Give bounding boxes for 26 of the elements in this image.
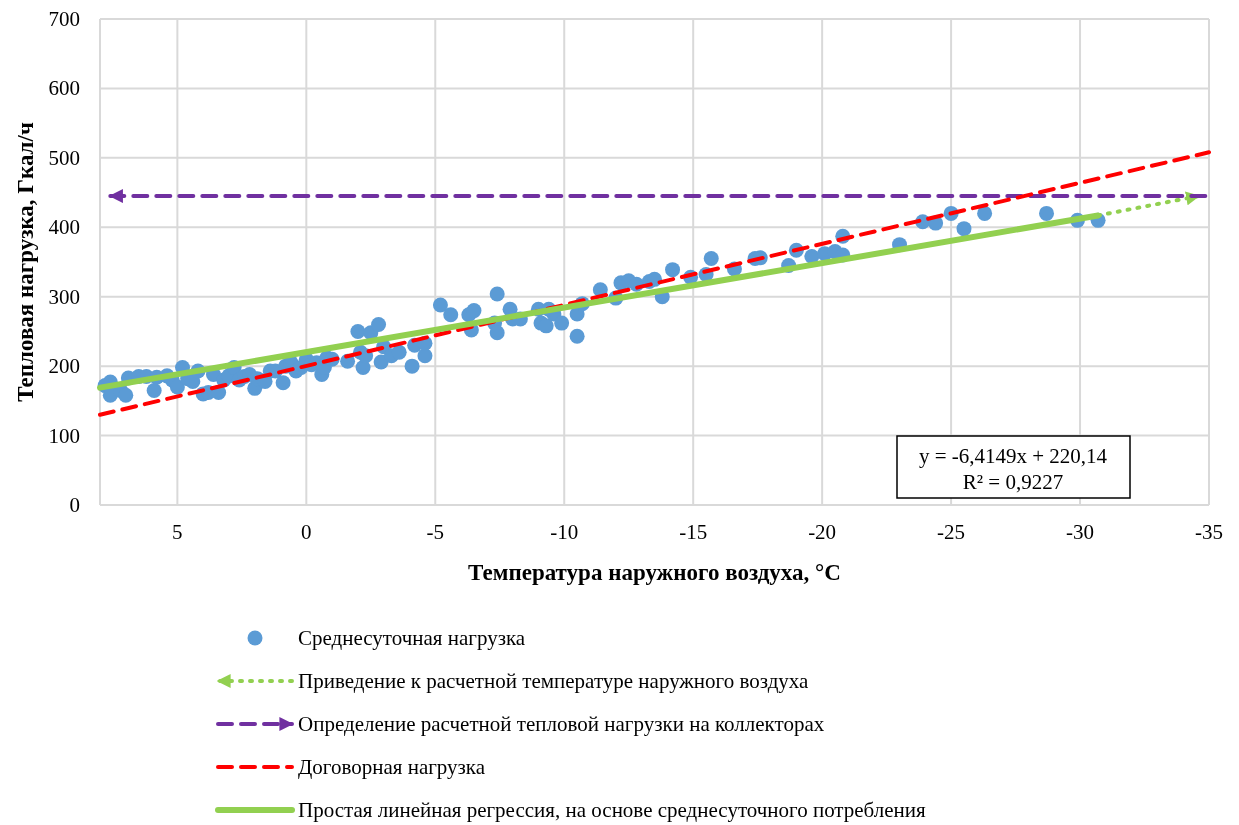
x-tick-label: -10 — [550, 520, 579, 544]
x-tick-label: -15 — [679, 520, 708, 544]
x-tick-label: -20 — [808, 520, 837, 544]
legend-label: Среднесуточная нагрузка — [298, 626, 526, 650]
y-tick-label: 500 — [48, 145, 80, 170]
y-axis-title: Тепловая нагрузка, Гкал/ч — [13, 122, 38, 402]
x-tick-label: 0 — [301, 520, 312, 544]
y-tick-label: 400 — [48, 215, 80, 240]
y-tick-label: 700 — [48, 7, 80, 31]
y-tick-label: 200 — [48, 354, 80, 379]
y-tick-label: 100 — [48, 423, 80, 448]
y-tick-label: 300 — [48, 284, 80, 309]
x-tick-label: 5 — [172, 520, 183, 544]
legend-label: Приведение к расчетной температуре наружного воздуха — [298, 669, 810, 693]
x-tick-label: -5 — [426, 520, 445, 544]
y-tick-label: 0 — [69, 493, 80, 517]
x-axis-title: Температура наружного воздуха, °C — [468, 560, 841, 585]
y-tick-label: 600 — [48, 76, 80, 101]
x-tick-label: -35 — [1195, 520, 1223, 544]
legend-label: Договорная нагрузка — [298, 755, 486, 779]
x-tick-label: -25 — [937, 520, 966, 544]
x-tick-label: -30 — [1066, 520, 1095, 544]
legend-label: Простая линейная регрессия, на основе среднесуточного потребления — [298, 798, 927, 822]
annotation: y = -6,4149x + 220,14 — [918, 444, 1108, 468]
legend-label: Определение расчетной тепловой нагрузки на коллекторах — [298, 712, 825, 736]
annotation: R² = 0,9227 — [962, 470, 1064, 494]
